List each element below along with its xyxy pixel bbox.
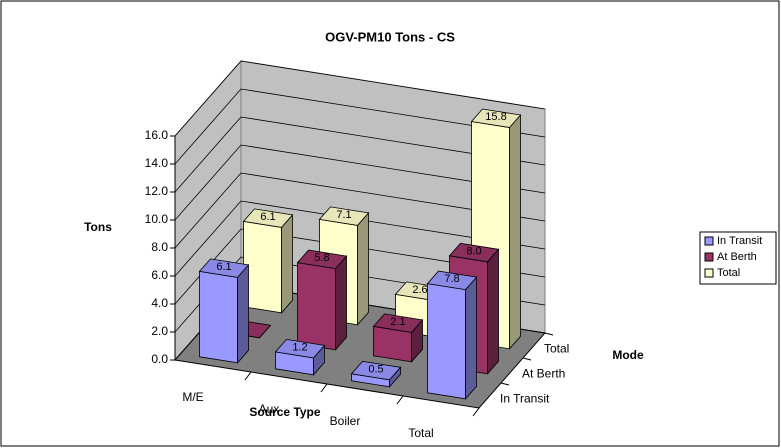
x-tick-label: Boiler (330, 414, 361, 428)
y-axis-title: Tons (84, 220, 112, 234)
legend-swatch (704, 252, 714, 262)
x-tick (472, 407, 480, 417)
bar-side (487, 248, 499, 375)
data-label: 5.8 (314, 252, 329, 264)
bar-top (274, 338, 326, 359)
y-tick-label: 16.0 (145, 128, 169, 142)
z-tick-label: At Berth (522, 367, 565, 381)
bar-side (335, 255, 347, 351)
bar-side (509, 113, 521, 350)
bar (198, 258, 250, 364)
bar-side (281, 213, 293, 314)
z-tick (500, 382, 510, 386)
x-tick (320, 383, 328, 393)
bar-top (318, 206, 370, 226)
data-label: 2.1 (390, 316, 405, 328)
z-axis-title: Mode (612, 348, 644, 362)
grid-line (174, 60, 546, 137)
grid-line (174, 116, 546, 193)
legend-label: In Transit (717, 235, 762, 247)
bar (296, 249, 348, 351)
bar-front (199, 270, 238, 364)
data-label: 2.6 (412, 284, 427, 296)
grid-line (174, 228, 546, 305)
bar-side (465, 276, 477, 400)
data-label: 8.0 (466, 245, 481, 257)
legend-label: Total (717, 267, 740, 279)
bar-side (357, 211, 369, 326)
data-label: 15.8 (485, 111, 506, 123)
x-tick (396, 395, 404, 405)
data-label: 7.8 (444, 273, 459, 285)
data-label: 7.1 (336, 209, 351, 221)
grid-line (174, 172, 546, 249)
data-label: 6.1 (260, 211, 275, 223)
bar-front (243, 220, 282, 314)
bar-top (242, 208, 294, 228)
y-tick-label: 4.0 (151, 296, 168, 310)
bar-top (448, 242, 500, 263)
bar-top (198, 258, 250, 278)
bar (372, 313, 424, 363)
bar (242, 208, 294, 314)
bar-top (296, 249, 348, 270)
z-tick-label: In Transit (500, 392, 550, 406)
y-tick-label: 6.0 (151, 268, 168, 282)
y-tick-label: 14.0 (145, 156, 169, 170)
x-tick-label: Total (408, 426, 433, 440)
bar (274, 338, 326, 376)
data-label: 6.1 (216, 261, 231, 273)
y-tick-label: 0.0 (151, 352, 168, 366)
data-label: 0.5 (368, 363, 383, 375)
bar (426, 270, 478, 400)
x-tick-label: Aux (259, 402, 280, 416)
grid-line (174, 88, 546, 165)
data-label: 1.2 (292, 342, 307, 354)
y-tick-label: 2.0 (151, 324, 168, 338)
legend-label: At Berth (717, 251, 757, 263)
x-tick-label: M/E (182, 390, 203, 404)
y-tick-label: 8.0 (151, 240, 168, 254)
x-axis-title: Source Type (249, 405, 320, 419)
chart-title: OGV-PM10 Tons - CS (325, 29, 455, 44)
bar (350, 360, 402, 388)
grid-line (174, 200, 546, 277)
z-tick (522, 357, 532, 361)
bar-top (372, 313, 424, 333)
y-tick-label: 12.0 (145, 184, 169, 198)
legend-swatch (704, 236, 714, 246)
z-tick-label: Total (544, 342, 569, 356)
bar-top (350, 360, 402, 381)
legend-swatch (704, 268, 714, 278)
y-tick-label: 10.0 (145, 212, 169, 226)
x-tick (244, 371, 252, 381)
bar-side (237, 263, 249, 364)
z-tick (544, 332, 554, 336)
bar-top (426, 270, 478, 291)
bar-top (470, 108, 522, 128)
grid-line (174, 144, 546, 221)
bar-front (427, 283, 466, 400)
bar-front (297, 262, 336, 351)
